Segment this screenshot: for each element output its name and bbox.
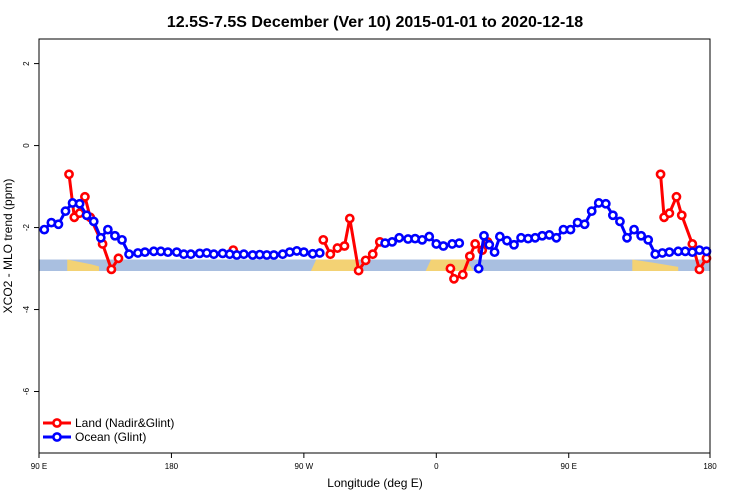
data-point — [106, 264, 117, 275]
legend: Land (Nadir&Glint)Ocean (Glint) — [43, 416, 174, 444]
data-point — [88, 216, 99, 227]
data-point — [454, 238, 465, 249]
data-point — [457, 269, 468, 280]
data-point — [636, 230, 647, 241]
y-tick-label: -6 — [22, 387, 31, 395]
data-point — [95, 232, 106, 243]
series-2 — [39, 198, 712, 274]
data-point — [113, 253, 124, 264]
data-point — [53, 219, 64, 230]
legend-entry-label: Land (Nadir&Glint) — [75, 416, 174, 430]
data-point — [676, 210, 687, 221]
data-point — [664, 208, 675, 219]
land-mask-2 — [310, 259, 364, 272]
x-tick-label: 0 — [434, 462, 439, 471]
data-point — [208, 249, 219, 260]
data-point — [344, 213, 355, 224]
data-point — [643, 234, 654, 245]
data-point — [551, 232, 562, 243]
y-tick-label: -2 — [22, 223, 31, 231]
data-point — [600, 198, 611, 209]
data-point — [360, 255, 371, 266]
data-point — [615, 216, 625, 227]
data-point — [629, 224, 639, 235]
x-tick-label: 90 E — [31, 462, 47, 471]
data-point — [74, 198, 85, 209]
x-tick-label: 180 — [703, 462, 717, 471]
data-point — [238, 249, 249, 260]
x-axis-label: Longitude (deg E) — [327, 476, 422, 490]
data-point — [464, 251, 475, 262]
data-point — [387, 237, 398, 247]
land-mask-1 — [67, 259, 100, 272]
data-point — [565, 224, 576, 235]
x-axis-ticks: 90 E 180 90 W 0 90 E 180 — [31, 453, 717, 471]
data-point — [81, 210, 92, 221]
x-tick-label: 90 W — [295, 462, 314, 471]
x-tick-label: 90 E — [561, 462, 577, 471]
data-point — [314, 248, 325, 258]
data-point — [449, 273, 459, 284]
data-point — [140, 247, 150, 258]
y-axis-label: XCO2 - MLO trend (ppm) — [1, 179, 15, 314]
data-point — [124, 249, 134, 260]
data-point — [298, 247, 309, 258]
plot-frame — [38, 38, 711, 454]
legend-entry-label: Ocean (Glint) — [75, 430, 146, 444]
data-point — [438, 241, 449, 251]
data-point — [489, 247, 500, 258]
data-point — [185, 249, 196, 260]
data-point — [394, 232, 405, 243]
legend-swatch-marker — [52, 418, 62, 428]
land-mask-4 — [632, 259, 679, 272]
data-point — [445, 263, 456, 274]
data-point — [579, 219, 590, 230]
data-point — [64, 169, 74, 180]
data-point — [694, 264, 705, 275]
data-point — [110, 230, 120, 241]
data-point — [470, 239, 481, 249]
data-point — [586, 206, 597, 217]
data-point — [60, 206, 71, 217]
data-point — [664, 247, 675, 258]
data-point — [367, 249, 378, 260]
y-tick-label: -4 — [22, 305, 31, 313]
data-point — [509, 239, 519, 250]
data-point — [494, 231, 505, 242]
data-point — [701, 246, 712, 257]
data-point — [502, 235, 512, 246]
data-point — [671, 191, 682, 202]
data-point — [622, 232, 632, 243]
legend-swatch-marker — [52, 432, 62, 442]
data-point — [479, 230, 489, 241]
data-point — [424, 231, 435, 242]
data-point — [607, 210, 618, 221]
data-point — [117, 234, 127, 245]
data-point — [268, 250, 279, 260]
y-axis-ticks: 2 0 -2 -4 -6 — [22, 61, 39, 395]
data-point — [80, 191, 90, 202]
data-point — [39, 224, 50, 235]
chart-title: 12.5S-7.5S December (Ver 10) 2015-01-01 … — [167, 14, 583, 31]
x-tick-label: 180 — [165, 462, 179, 471]
data-point — [325, 249, 336, 260]
y-tick-label: 0 — [22, 143, 31, 148]
y-tick-label: 2 — [22, 61, 31, 66]
data-point — [163, 247, 173, 258]
series-layer — [39, 169, 712, 284]
data-point — [339, 241, 350, 251]
data-point — [102, 224, 113, 235]
land-band — [39, 259, 710, 272]
data-point — [318, 234, 329, 245]
data-point — [687, 239, 698, 249]
land-band-layer — [39, 259, 710, 272]
data-point — [473, 263, 484, 274]
data-point — [353, 265, 364, 276]
data-point — [484, 239, 495, 250]
data-point — [655, 169, 666, 180]
